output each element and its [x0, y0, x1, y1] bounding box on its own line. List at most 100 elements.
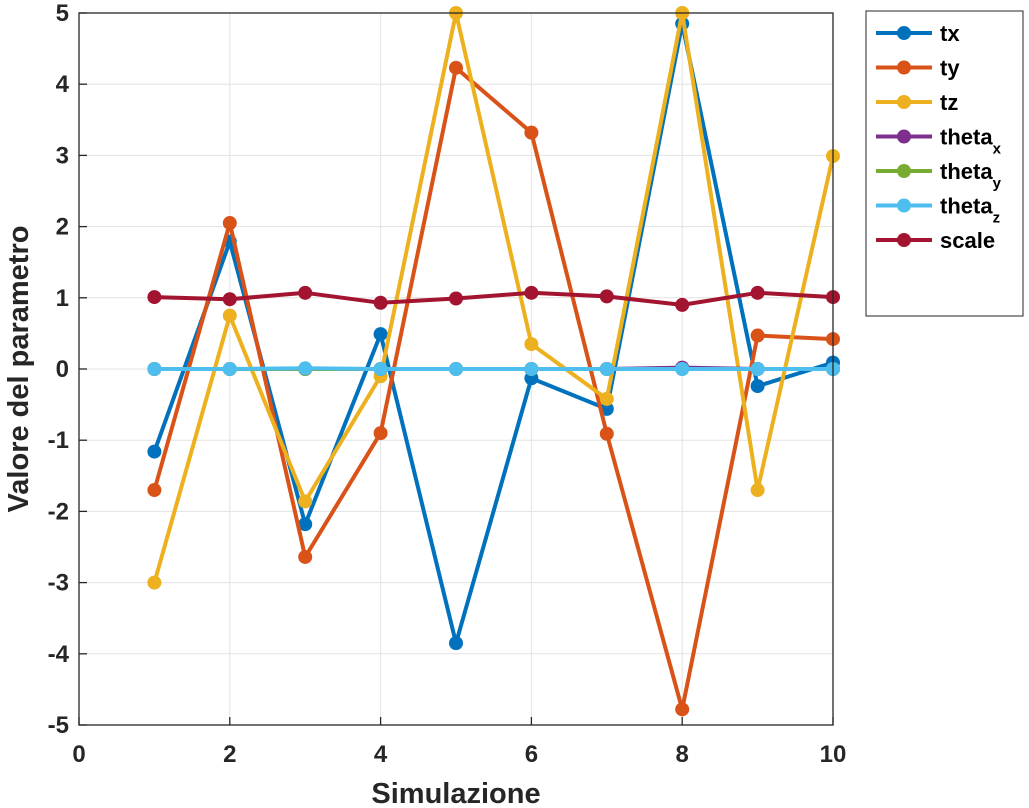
x-tick-label: 0 — [72, 741, 85, 768]
data-point — [373, 426, 388, 441]
y-tick-label: -4 — [48, 641, 70, 668]
legend-label-main: tx — [940, 21, 960, 46]
legend-label: thetaz — [940, 194, 1000, 227]
data-point — [373, 295, 388, 310]
data-point — [449, 291, 463, 306]
legend-swatch-marker — [897, 198, 911, 213]
legend-item-theta-y: thetay — [876, 159, 1002, 192]
legend-swatch-marker — [897, 60, 911, 75]
legend-item-ty: ty — [876, 56, 960, 81]
data-point — [147, 483, 162, 498]
data-point — [222, 308, 237, 323]
legend-label-main: theta — [940, 159, 993, 184]
data-point — [750, 379, 765, 394]
legend-label-subscript: x — [993, 141, 1002, 158]
x-tick-label: 6 — [525, 741, 538, 768]
data-point — [524, 337, 539, 352]
x-tick-label: 8 — [676, 741, 689, 768]
legend-item-theta-x: thetax — [876, 125, 1002, 158]
series-line — [152, 11, 835, 584]
series-line — [152, 65, 834, 712]
data-point — [222, 216, 237, 231]
legend-swatch-marker — [897, 26, 911, 40]
legend-swatch-marker — [897, 95, 911, 109]
legend-label-main: scale — [940, 228, 995, 253]
data-point — [750, 285, 765, 300]
y-tick-label: 3 — [56, 142, 69, 169]
series-theta-z — [147, 361, 840, 376]
data-point — [298, 285, 313, 300]
data-point — [222, 362, 237, 376]
legend-label: thetay — [940, 159, 1002, 192]
data-point — [147, 290, 162, 305]
legend-item-tx: tx — [876, 21, 960, 46]
x-tick-label: 4 — [374, 741, 388, 768]
data-point — [599, 289, 614, 304]
data-point — [147, 362, 162, 376]
data-point — [750, 328, 765, 343]
data-point — [298, 549, 313, 564]
data-point — [675, 362, 690, 376]
legend-label: tx — [940, 21, 960, 46]
data-point — [675, 297, 690, 312]
legend-item-scale: scale — [876, 228, 995, 253]
data-point — [147, 575, 162, 590]
y-tick-label: 5 — [56, 0, 69, 27]
data-point — [373, 362, 388, 376]
data-point — [524, 362, 539, 376]
legend-label: tz — [940, 90, 958, 115]
legend-label-main: theta — [940, 194, 993, 219]
legend-label-main: theta — [940, 125, 993, 150]
data-point — [524, 285, 539, 300]
x-tick-label: 2 — [223, 741, 236, 768]
legend-swatch-marker — [897, 129, 911, 144]
legend-box — [865, 10, 1024, 317]
series-line — [154, 366, 833, 371]
data-point — [449, 362, 463, 376]
data-point — [449, 636, 463, 651]
legend-label: scale — [940, 228, 995, 253]
data-point — [599, 426, 614, 441]
legend-label-main: tz — [940, 90, 958, 115]
series-line — [154, 290, 834, 307]
data-point — [750, 483, 765, 498]
data-point — [298, 494, 313, 509]
legend-swatch-marker — [897, 233, 911, 247]
y-tick-label: 0 — [56, 356, 69, 383]
data-point — [298, 517, 313, 532]
legend-swatch-marker — [897, 164, 911, 178]
data-point — [449, 60, 463, 75]
series-layer — [147, 6, 840, 717]
data-point — [675, 702, 690, 717]
legend-item-theta-z: thetaz — [876, 194, 1000, 227]
x-tick-label: 10 — [820, 741, 847, 768]
data-point — [599, 362, 614, 376]
data-point — [298, 361, 313, 376]
grid — [78, 12, 834, 726]
y-tick-label: 4 — [56, 71, 70, 98]
x-axis-label: Simulazione — [371, 778, 540, 808]
data-point — [373, 327, 388, 342]
y-tick-label: -1 — [48, 427, 69, 454]
y-axis-label: Valore del parametro — [3, 226, 35, 513]
legend-item-tz: tz — [876, 90, 958, 115]
legend-label-subscript: z — [993, 210, 1001, 227]
legend-label-main: ty — [940, 56, 960, 81]
ticks: 0 2 4 6 8 10 -5 -4 -3 -2 -1 0 1 2 3 4 5 — [48, 0, 847, 768]
y-tick-label: 2 — [56, 214, 69, 241]
y-tick-label: -5 — [48, 712, 69, 739]
data-point — [750, 362, 765, 376]
y-tick-label: 1 — [56, 285, 69, 312]
y-tick-label: -3 — [48, 570, 69, 597]
legend-label: ty — [940, 56, 960, 81]
legend-label: thetax — [940, 125, 1002, 158]
data-point — [524, 125, 539, 140]
data-point — [147, 444, 162, 459]
y-tick-label: -2 — [48, 498, 69, 525]
series-ty — [147, 60, 840, 717]
legend-label-subscript: y — [993, 175, 1002, 192]
data-point — [222, 292, 237, 307]
data-point — [599, 391, 614, 406]
